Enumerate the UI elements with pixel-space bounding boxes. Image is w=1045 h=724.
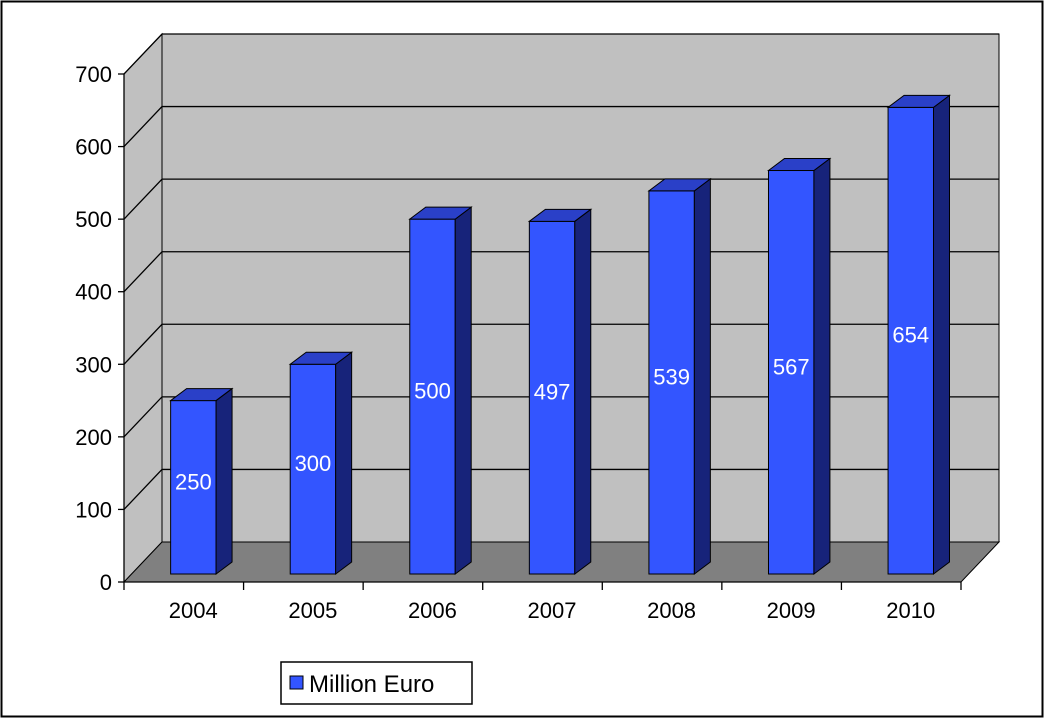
bars: 250 300 500 497 539 567 654 [169, 94, 951, 575]
bar-side [932, 94, 950, 575]
x-tick-label: 2010 [886, 598, 935, 623]
y-tick-label: 500 [75, 207, 112, 232]
bar-2005: 300 [288, 351, 354, 575]
y-tick-label: 100 [75, 497, 112, 522]
bar-top [886, 94, 951, 108]
gridline [123, 178, 999, 220]
bar-front [170, 400, 217, 575]
gridlines [123, 33, 999, 510]
side-wall [123, 32, 163, 584]
data-label: 567 [773, 354, 810, 379]
x-tick-label: 2006 [408, 598, 457, 623]
data-label: 654 [892, 323, 929, 348]
legend-box [280, 661, 473, 705]
data-label: 250 [175, 469, 212, 494]
bar-2007: 497 [527, 208, 593, 575]
legend-label: Million Euro [309, 671, 434, 698]
bar-top [169, 388, 234, 402]
gridline [123, 396, 999, 438]
bar-2004: 250 [169, 387, 234, 575]
x-tick-label: 2008 [647, 598, 696, 623]
bar-front [409, 218, 456, 575]
data-label: 539 [653, 364, 690, 389]
x-tick-label: 2005 [288, 598, 337, 623]
x-tick-label: 2009 [767, 598, 816, 623]
y-tick-label: 300 [75, 352, 112, 377]
gridline [123, 468, 999, 510]
x-tick-label: 2007 [528, 598, 577, 623]
y-tick-label: 200 [75, 425, 112, 450]
legend: Million Euro [280, 661, 473, 705]
gridline [123, 251, 999, 293]
bar-side [335, 351, 353, 575]
bar-top [766, 158, 832, 172]
y-tick-label: 700 [75, 62, 112, 87]
legend-swatch [289, 675, 304, 690]
bar-side [813, 157, 831, 575]
gridline [123, 323, 999, 365]
y-tick-label: 400 [75, 280, 112, 305]
bar-2008: 539 [647, 177, 712, 575]
gridline [123, 105, 999, 148]
bar-side [693, 177, 711, 575]
bar-top [647, 178, 712, 192]
axes: 0 100 200 300 400 500 600 700 2004 2005 2006 2007 20… [75, 62, 962, 623]
data-label: 497 [534, 380, 571, 405]
bar-side [215, 387, 233, 575]
bar-top [408, 206, 473, 220]
bar-2006: 500 [408, 206, 473, 575]
bar-top [288, 351, 354, 365]
bar-2009: 567 [766, 157, 832, 575]
bar-side [454, 206, 472, 575]
data-label: 500 [414, 379, 451, 404]
bar-side [574, 208, 592, 575]
data-label: 300 [295, 451, 332, 476]
bar-front [648, 190, 695, 575]
bar-front [887, 106, 934, 575]
bar-front [528, 220, 576, 575]
x-tick-label: 2004 [169, 598, 218, 623]
gridline [123, 33, 999, 75]
bar-top [527, 208, 593, 222]
bar-front [289, 363, 337, 575]
bar-2010: 654 [886, 94, 951, 575]
y-tick-label: 600 [75, 135, 112, 160]
y-tick-label: 0 [100, 570, 112, 595]
